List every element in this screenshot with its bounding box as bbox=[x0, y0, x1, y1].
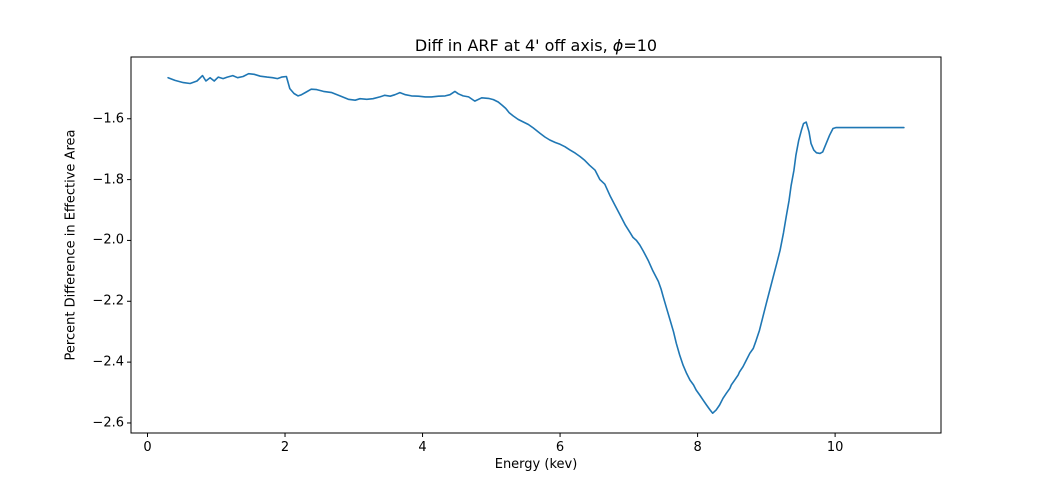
x-tick-label: 10 bbox=[826, 440, 844, 455]
x-tick-label: 6 bbox=[555, 440, 565, 455]
y-tick-label: −1.8 bbox=[92, 172, 124, 188]
chart-title-suffix: =10 bbox=[623, 36, 658, 55]
x-tick-label: 2 bbox=[280, 440, 290, 455]
x-tick-label: 8 bbox=[693, 440, 702, 455]
x-axis-label: Energy (kev) bbox=[494, 457, 578, 472]
plot-border bbox=[130, 56, 942, 434]
chart-title: Diff in ARF at 4' off axis, ϕ=10 bbox=[415, 36, 657, 55]
y-tick-label: −2.6 bbox=[92, 415, 124, 431]
y-tick-label: −2.4 bbox=[92, 354, 124, 370]
y-tick-label: −1.6 bbox=[92, 111, 124, 127]
y-tick-label: −2.0 bbox=[92, 232, 124, 248]
y-axis-label: Percent Difference in Effective Area bbox=[63, 129, 79, 361]
x-tick-label: 4 bbox=[418, 440, 427, 455]
phi-symbol: ϕ bbox=[612, 36, 624, 55]
y-tick-label: −2.2 bbox=[92, 293, 124, 309]
x-tick-label: 0 bbox=[143, 440, 152, 455]
chart-title-prefix: Diff in ARF at 4' off axis, bbox=[414, 36, 613, 55]
data-line bbox=[167, 72, 905, 415]
